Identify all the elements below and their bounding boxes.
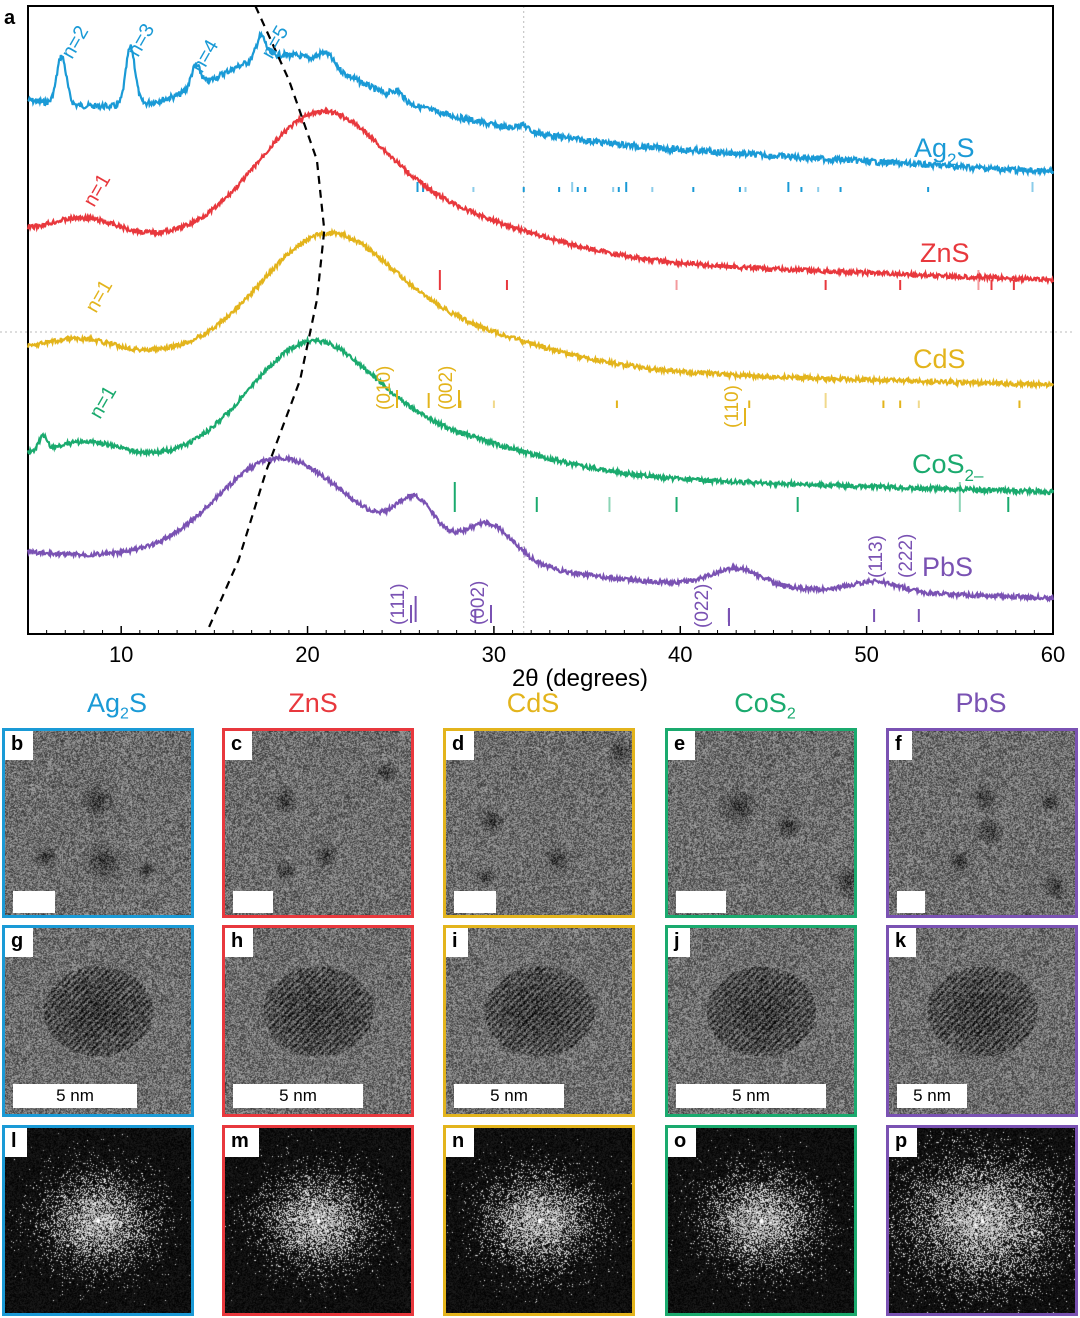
miller-pbs-002: (002) — [468, 581, 489, 625]
scale-bar — [13, 891, 55, 913]
panel-label-h: h — [225, 928, 254, 957]
scale-bar — [676, 891, 726, 913]
micrograph-image — [5, 1128, 191, 1313]
title-ag2s: Ag2S — [87, 688, 147, 723]
scale-bar-label: 5 nm — [13, 1084, 137, 1108]
micrograph-image — [225, 1128, 411, 1313]
label-pbs: PbS — [922, 552, 973, 582]
tem-tile-cos2-overview: e — [665, 728, 857, 918]
scale-bar — [454, 891, 496, 913]
miller-pbs-222: (222) — [896, 534, 917, 578]
tem-tile-ag2s-fft: l — [2, 1125, 194, 1316]
title-pbs: PbS — [955, 688, 1007, 718]
tem-tile-ag2s-overview: b — [2, 728, 194, 918]
micrograph-image — [225, 928, 411, 1114]
miller-pbs-111: (111) — [388, 583, 409, 625]
micrograph-image — [5, 731, 191, 915]
label-ag2s: Ag2S — [914, 133, 975, 169]
x-tick-label: 40 — [668, 642, 692, 667]
micrograph-image — [889, 731, 1075, 915]
title-cds: CdS — [506, 688, 560, 718]
miller-cds-110: (110) — [722, 385, 743, 428]
xrd-curve-cos2 — [26, 335, 1055, 497]
panel-label-d: d — [446, 731, 475, 760]
panel-label-a: a — [4, 7, 16, 29]
micrograph-image — [446, 1128, 632, 1313]
x-tick-label: 10 — [109, 642, 133, 667]
panel-label-l: l — [5, 1128, 27, 1157]
micrograph-image — [225, 731, 411, 915]
micrograph-image — [889, 1128, 1075, 1313]
scale-bar — [897, 891, 925, 913]
peak-label-n1-zns: n=1 — [79, 170, 115, 210]
scale-bar-label: 5 nm — [454, 1084, 564, 1108]
miller-pbs-113: (113) — [866, 535, 887, 578]
micrograph-image — [889, 928, 1075, 1114]
xrd-curve-cds — [26, 227, 1054, 391]
x-tick-label: 60 — [1041, 642, 1065, 667]
x-tick-label: 20 — [295, 642, 319, 667]
panel-label-j: j — [668, 928, 690, 957]
micrograph-image — [5, 928, 191, 1114]
micrograph-image — [446, 928, 632, 1114]
peak-label-n1-cos2: n=1 — [85, 382, 121, 422]
tem-tile-cds-hrtem: i 5 nm — [443, 925, 635, 1117]
xrd-curve-pbs — [26, 452, 1055, 603]
panel-label-o: o — [668, 1128, 697, 1157]
tem-tile-cds-overview: d — [443, 728, 635, 918]
micrograph-image — [668, 928, 854, 1114]
dashed-trend-line — [205, 5, 326, 633]
panel-label-k: k — [889, 928, 917, 957]
panel-label-p: p — [889, 1128, 918, 1157]
panel-label-f: f — [889, 731, 912, 760]
x-axis-label: 2θ (degrees) — [512, 665, 648, 692]
tem-tile-cos2-hrtem: j 5 nm — [665, 925, 857, 1117]
micrograph-image — [668, 731, 854, 915]
xrd-chart: 10 20 30 40 50 60 2θ (degrees) a Ag2S ZnS CdS CoS2–… — [0, 5, 1075, 692]
xrd-curve-ag2s — [27, 30, 1055, 178]
title-cos2: CoS2 — [734, 688, 796, 723]
title-zns: ZnS — [288, 688, 338, 718]
label-zns: ZnS — [920, 238, 970, 268]
scale-bar-label: 5 nm — [676, 1084, 826, 1108]
tem-tile-zns-fft: m — [222, 1125, 414, 1316]
panel-label-i: i — [446, 928, 468, 957]
miller-pbs-022: (022) — [692, 584, 713, 628]
peak-label-n1-cds: n=1 — [81, 276, 117, 316]
panel-label-n: n — [446, 1128, 475, 1157]
scale-bar-label: 5 nm — [233, 1084, 363, 1108]
micrograph-image — [668, 1128, 854, 1313]
tem-tile-pbs-fft: p — [886, 1125, 1078, 1316]
label-cos2: CoS2– — [912, 449, 984, 485]
miller-cds-002: (002) — [436, 366, 457, 410]
scale-bar-label: 5 nm — [897, 1084, 967, 1108]
tem-tile-zns-hrtem: h 5 nm — [222, 925, 414, 1117]
tem-tile-zns-overview: c — [222, 728, 414, 918]
x-tick-label: 30 — [482, 642, 506, 667]
tem-tile-cds-fft: n — [443, 1125, 635, 1316]
miller-cds-010: (010) — [374, 366, 395, 410]
tem-tile-pbs-overview: f — [886, 728, 1078, 918]
plot-frame — [27, 5, 1054, 635]
tem-tile-ag2s-hrtem: g 5 nm — [2, 925, 194, 1117]
panel-label-g: g — [5, 928, 34, 957]
x-tick-label: 50 — [854, 642, 878, 667]
tem-tile-pbs-hrtem: k 5 nm — [886, 925, 1078, 1117]
scale-bar — [233, 891, 273, 913]
panel-label-b: b — [5, 731, 34, 760]
panel-label-e: e — [668, 731, 696, 760]
micrograph-image — [446, 731, 632, 915]
panel-label-m: m — [225, 1128, 259, 1157]
panel-label-c: c — [225, 731, 253, 760]
label-cds: CdS — [913, 344, 966, 374]
tem-tile-cos2-fft: o — [665, 1125, 857, 1316]
xrd-curve-zns — [26, 106, 1055, 286]
